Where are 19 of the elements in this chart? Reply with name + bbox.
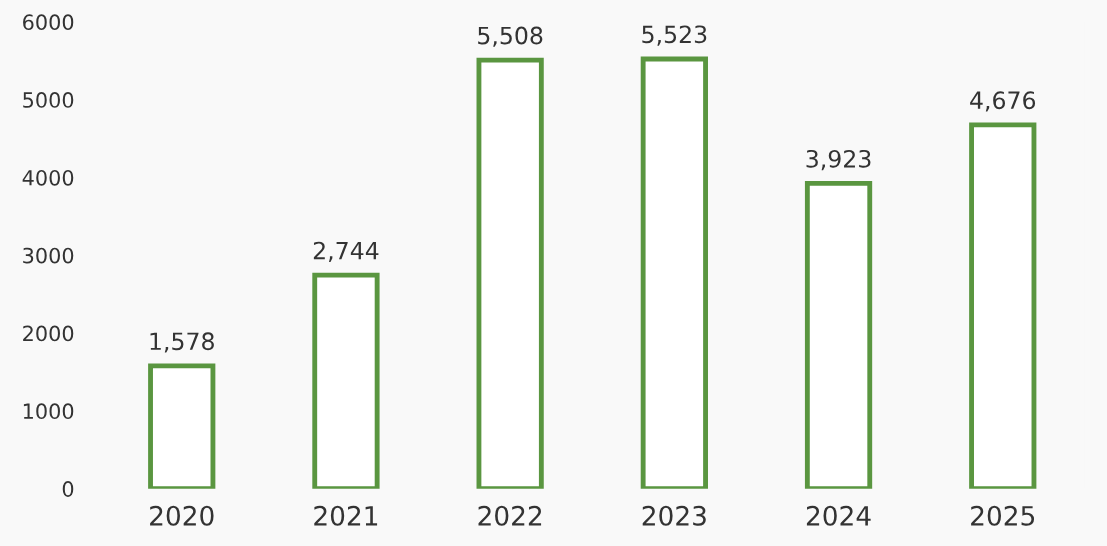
data-label: 5,523 — [642, 25, 707, 46]
y-tick-label: 6000 — [23, 14, 74, 31]
data-label: 4,676 — [970, 91, 1036, 112]
x-tick-label: 2024 — [806, 505, 871, 526]
x-tick-label: 2023 — [642, 505, 706, 526]
y-tick-label: 1000 — [23, 403, 74, 420]
x-tick-label: 2022 — [478, 505, 542, 526]
y-tick-label: 5000 — [23, 92, 74, 108]
y-tick-label: 0 — [62, 481, 74, 497]
data-label: 3,923 — [806, 149, 871, 171]
y-tick-label: 3000 — [23, 247, 74, 264]
x-tick-label: 2020 — [150, 505, 214, 526]
data-label: 2,744 — [313, 241, 379, 262]
x-tick-label: 2021 — [314, 505, 378, 526]
x-tick-label: 2025 — [971, 505, 1035, 526]
data-label: 1,578 — [150, 332, 214, 353]
y-tick-label: 4000 — [22, 169, 74, 186]
data-label: 5,508 — [478, 26, 543, 47]
y-tick-label: 2000 — [23, 325, 74, 342]
